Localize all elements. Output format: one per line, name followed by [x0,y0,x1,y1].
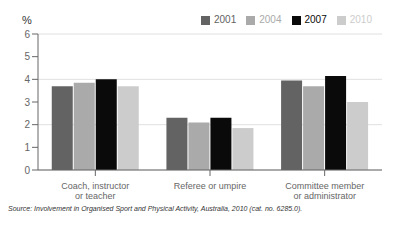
html-text:2004: 2004 [259,14,282,25]
svg-text:6: 6 [24,29,30,40]
html-text:2007: 2007 [304,14,327,25]
svg-text:1: 1 [24,142,30,153]
html-text:Source: Involvement in Organis: Source: Involvement in Organised Sport a… [8,205,303,212]
svg-text:0: 0 [24,165,30,176]
html-text:2010: 2010 [349,14,372,25]
svg-text:2: 2 [24,119,30,130]
svg-text:5: 5 [24,51,30,62]
html-text:2001: 2001 [214,14,237,25]
svg-text:Coach, instructoror teacher: Coach, instructoror teacher [61,181,129,201]
svg-text:Referee or umpire: Referee or umpire [174,181,247,191]
svg-text:Committee memberor administrat: Committee memberor administrator [285,181,364,201]
svg-text:3: 3 [24,97,30,108]
svg-text:4: 4 [24,74,30,85]
